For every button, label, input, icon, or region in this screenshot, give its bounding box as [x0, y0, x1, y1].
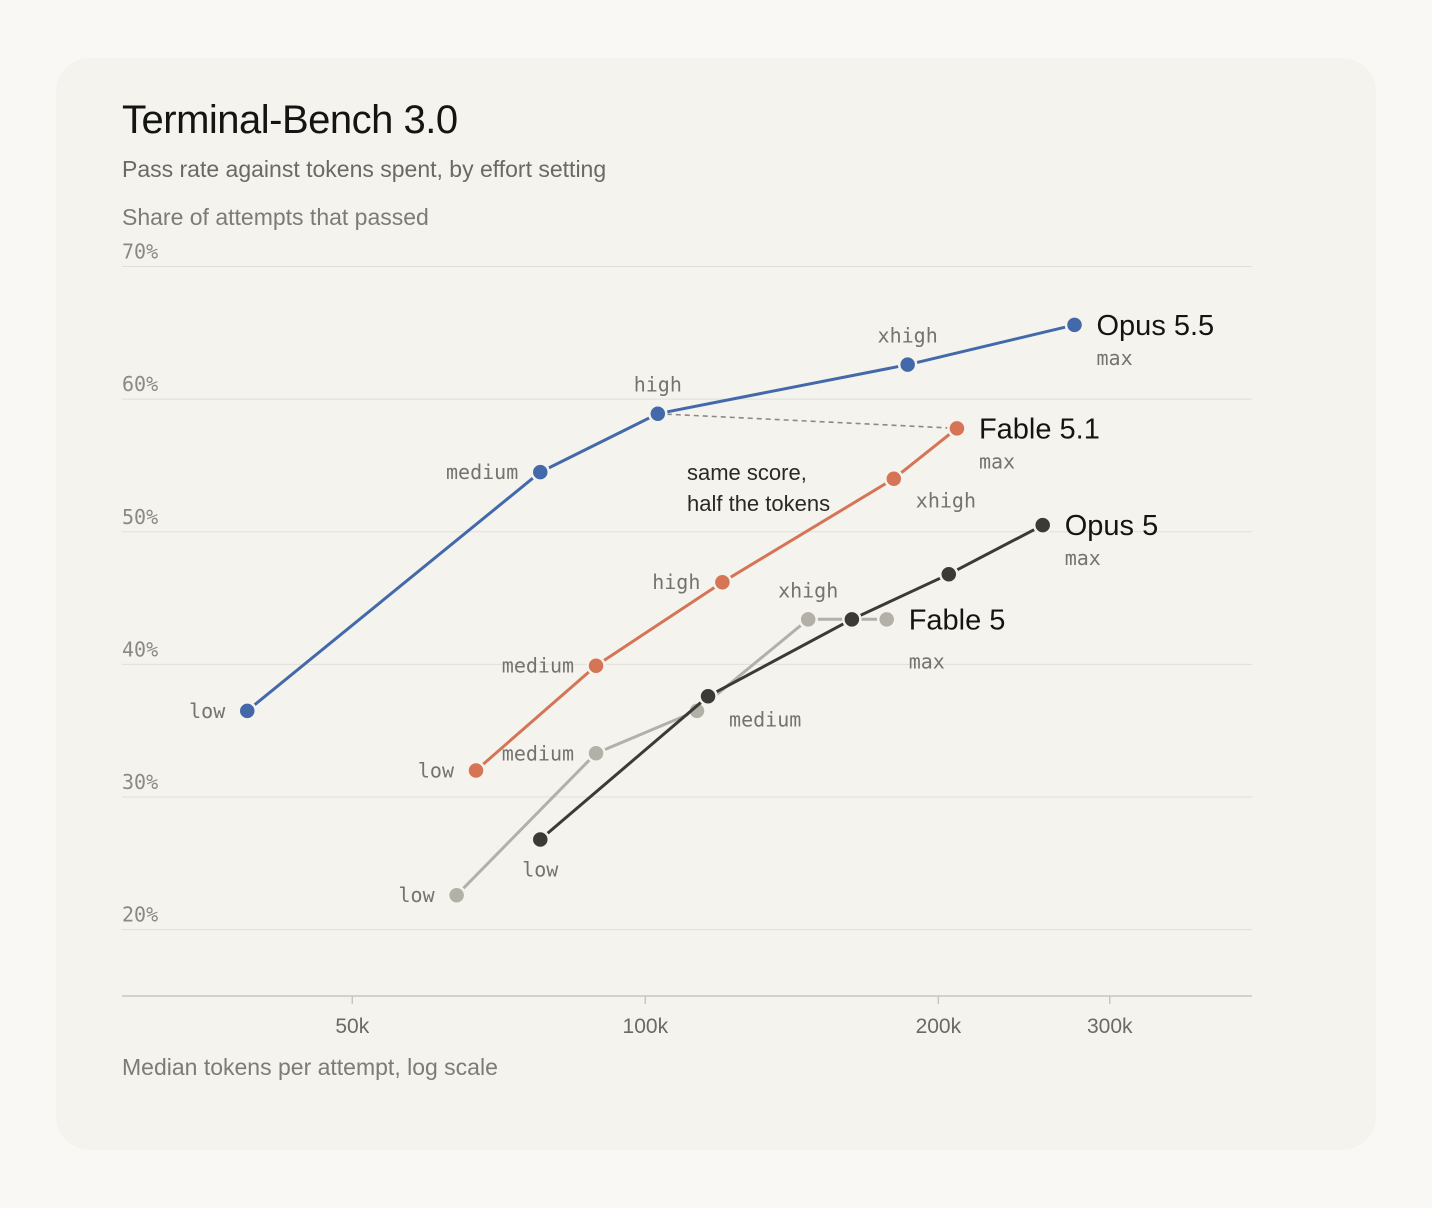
- data-point-fable-5-1: [884, 468, 904, 489]
- y-tick-label: 50%: [122, 505, 158, 529]
- y-axis-label: Share of attempts that passed: [122, 204, 429, 230]
- annotation-text: same score,: [687, 460, 807, 485]
- series-name-opus-5: Opus 5: [1065, 510, 1159, 542]
- point-label-opus-5-5: xhigh: [878, 324, 938, 348]
- point-label-fable-5-1: low: [418, 759, 455, 783]
- data-point-fable-5: [687, 701, 707, 721]
- series-name-fable-5-1: Fable 5.1: [979, 413, 1100, 445]
- point-label-fable-5-1: high: [652, 570, 700, 594]
- data-point-fable-5: [446, 885, 467, 905]
- data-point-fable-5: [586, 743, 606, 764]
- data-point-fable-5-1: [947, 418, 967, 439]
- data-point-opus-5: [939, 564, 959, 584]
- point-label-fable-5: low: [399, 883, 436, 907]
- data-point-opus-5-5: [897, 354, 918, 375]
- data-point-fable-5: [798, 609, 818, 630]
- data-point-opus-5-5: [1064, 315, 1085, 335]
- point-label-fable-5: xhigh: [778, 578, 838, 602]
- point-label-opus-5: medium: [729, 707, 801, 731]
- point-label-fable-5-1: medium: [502, 654, 574, 678]
- data-point-opus-5: [698, 686, 718, 707]
- y-tick-label: 60%: [122, 372, 158, 396]
- x-tick-label: 200k: [916, 1015, 962, 1038]
- series-name-opus-5-5: Opus 5.5: [1097, 310, 1215, 342]
- data-point-opus-5-5: [237, 701, 257, 721]
- point-label-fable-5: max: [909, 649, 945, 673]
- series-line-opus-5: [539, 523, 1044, 841]
- chart-title: Terminal-Bench 3.0: [122, 98, 458, 142]
- y-tick-label: 20%: [122, 903, 158, 927]
- data-point-fable-5-1: [586, 655, 606, 676]
- x-tick-label: 300k: [1087, 1015, 1133, 1038]
- data-point-fable-5-1: [712, 572, 733, 592]
- point-label-fable-5-1: max: [979, 449, 1015, 473]
- series-name-fable-5: Fable 5: [909, 604, 1006, 636]
- point-label-opus-5-5: low: [189, 699, 226, 723]
- x-axis-label: Median tokens per attempt, log scale: [122, 1054, 498, 1080]
- data-point-fable-5-1: [466, 760, 486, 781]
- data-point-opus-5: [530, 829, 551, 850]
- data-point-opus-5-5: [530, 462, 551, 482]
- point-label-fable-5-1: xhigh: [916, 489, 976, 513]
- point-label-opus-5: max: [1065, 546, 1101, 570]
- chart-card: [56, 58, 1376, 1150]
- x-tick-label: 50k: [335, 1015, 369, 1038]
- y-tick-label: 30%: [122, 770, 158, 794]
- data-point-opus-5: [842, 609, 862, 630]
- point-label-opus-5: low: [522, 857, 559, 881]
- data-point-opus-5-5: [648, 403, 668, 424]
- chart-subtitle: Pass rate against tokens spent, by effor…: [122, 156, 607, 182]
- x-tick-label: 100k: [623, 1015, 669, 1038]
- point-label-opus-5-5: medium: [446, 460, 518, 484]
- y-tick-label: 40%: [122, 637, 158, 661]
- point-label-fable-5: medium: [502, 741, 574, 765]
- annotation-text: half the tokens: [687, 491, 830, 516]
- data-point-opus-5: [1032, 515, 1053, 535]
- data-point-fable-5: [876, 609, 897, 630]
- point-label-opus-5-5: max: [1097, 346, 1133, 370]
- annotation-connector: [657, 412, 957, 430]
- y-tick-label: 70%: [122, 240, 158, 264]
- point-label-opus-5-5: high: [634, 373, 682, 397]
